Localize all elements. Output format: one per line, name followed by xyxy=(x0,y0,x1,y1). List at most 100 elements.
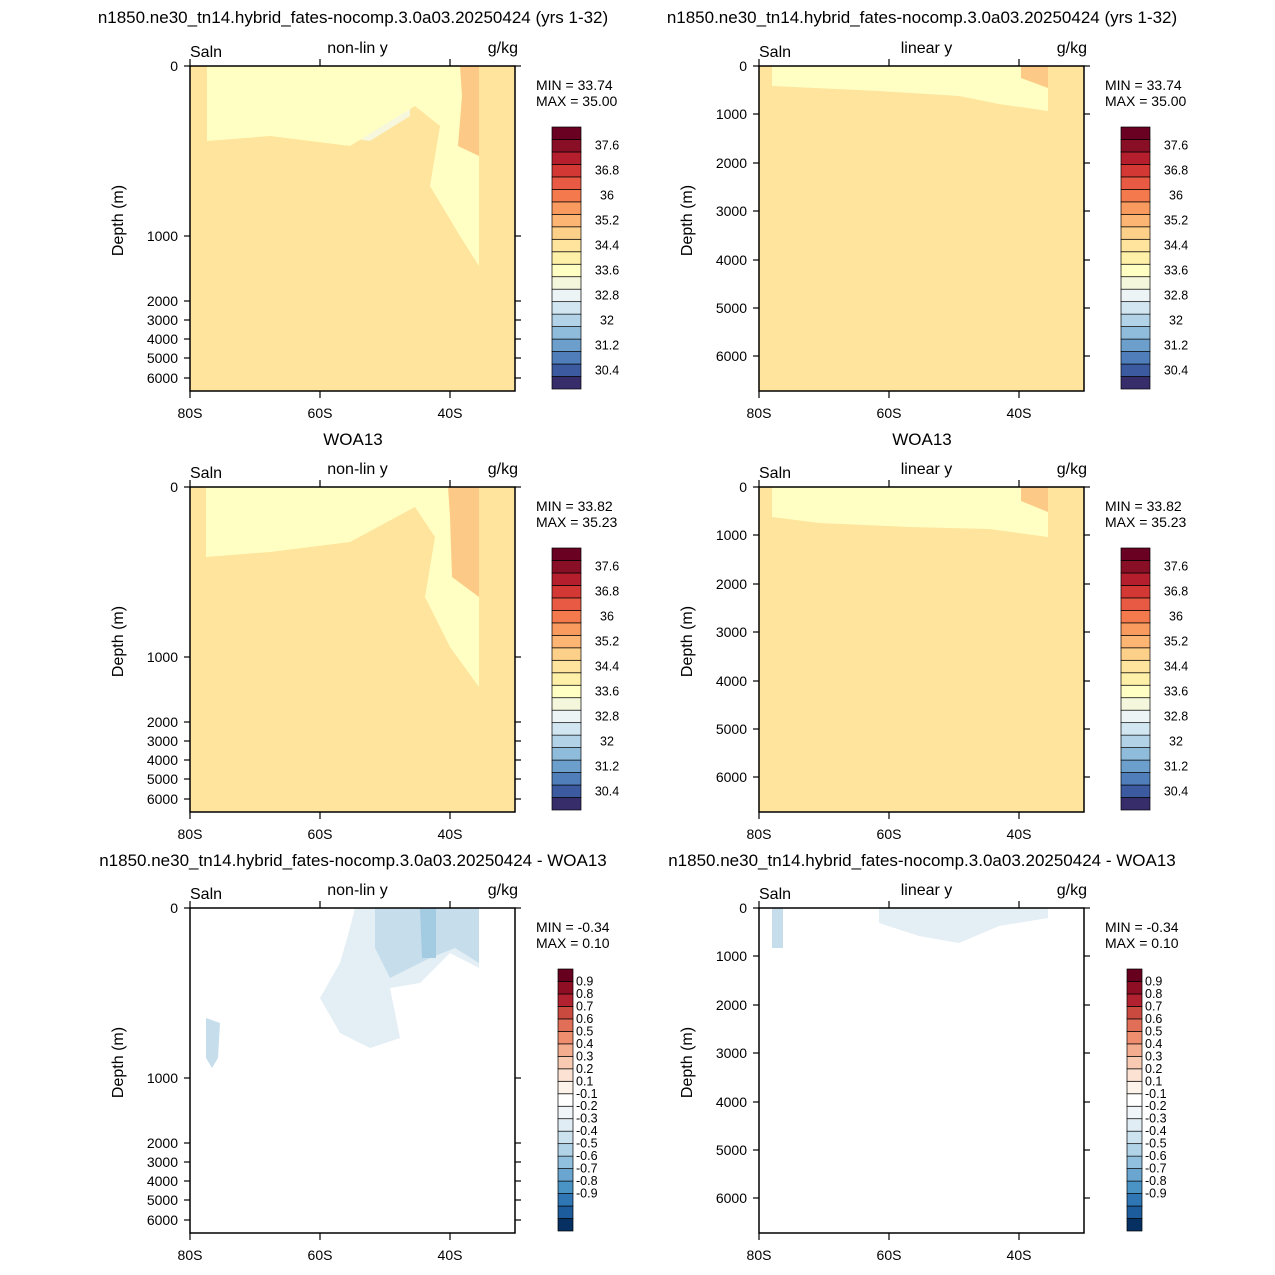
colorbar-label: 34.4 xyxy=(1164,239,1188,253)
colorbar-box xyxy=(1126,1080,1143,1095)
colorbar-box xyxy=(551,684,582,699)
max-label: MAX = 35.23 xyxy=(1105,514,1187,530)
ytick-label: 5000 xyxy=(716,300,747,316)
colorbar-label: 31.2 xyxy=(1164,759,1188,773)
colorbar-box xyxy=(1120,672,1151,686)
ytick-label: 3000 xyxy=(716,624,747,640)
colorbar-box xyxy=(1126,1143,1143,1157)
min-label: MIN = 33.82 xyxy=(1105,498,1182,514)
colorbar-box xyxy=(557,1155,574,1169)
colorbar-box xyxy=(1120,276,1151,290)
min-label: MIN = 33.74 xyxy=(536,77,613,93)
colorbar-label: 34.4 xyxy=(595,660,619,674)
ytick-label: 2000 xyxy=(716,997,747,1013)
colorbar-box xyxy=(1120,313,1151,327)
colorbar-label: 0.3 xyxy=(1145,1049,1162,1063)
colorbar-box xyxy=(551,697,582,711)
colorbar-box xyxy=(1120,176,1151,190)
contour-region-2 xyxy=(206,487,479,687)
colorbar-box xyxy=(1120,610,1151,624)
colorbar-label: 33.6 xyxy=(1164,263,1188,277)
colorbar-box xyxy=(557,1031,574,1045)
ytick-label: 0 xyxy=(739,479,747,495)
ytick-label: 4000 xyxy=(716,1094,747,1110)
colorbar-box xyxy=(551,772,582,786)
colorbar-label: 36 xyxy=(1169,610,1183,624)
xtick-label: 40S xyxy=(438,405,463,421)
ylabel: Depth (m) xyxy=(679,1027,696,1098)
variable-label: Saln xyxy=(190,465,222,482)
ytick-label: 0 xyxy=(739,58,747,74)
colorbar-label: 0.2 xyxy=(576,1062,593,1076)
colorbar-box xyxy=(551,709,582,724)
ytick-label: 1000 xyxy=(716,527,747,543)
colorbar-box xyxy=(551,288,582,303)
colorbar-label: 31.2 xyxy=(595,759,619,773)
colorbar-box xyxy=(551,301,582,315)
yaxis-mode-label: non-lin y xyxy=(327,882,387,899)
contour-region-3 xyxy=(458,66,479,156)
colorbar-label: 0.4 xyxy=(576,1037,593,1051)
colorbar-box xyxy=(551,226,582,240)
colorbar-box xyxy=(551,376,582,390)
ylabel: Depth (m) xyxy=(110,1027,127,1098)
contour-region-2 xyxy=(772,908,783,948)
colorbar-label: 35.2 xyxy=(1164,214,1188,228)
colorbar-box xyxy=(1120,659,1151,674)
colorbar-box xyxy=(1120,747,1151,761)
colorbar-box xyxy=(551,672,582,686)
colorbar-box xyxy=(557,1006,574,1020)
title-top-right: n1850.ne30_tn14.hybrid_fates-nocomp.3.0a… xyxy=(667,8,1177,27)
colorbar-label: 32 xyxy=(600,734,614,748)
contour-region-3 xyxy=(420,908,436,958)
colorbar-box xyxy=(557,1218,574,1232)
colorbar-label: 30.4 xyxy=(595,363,619,377)
units-label: g/kg xyxy=(1057,461,1087,478)
colorbar-label: 37.6 xyxy=(1164,560,1188,574)
colorbar-box xyxy=(551,176,582,190)
colorbar-box xyxy=(557,1055,574,1070)
colorbar-box xyxy=(551,189,582,203)
colorbar: 0.90.80.70.60.50.40.30.20.1-0.1-0.2-0.3-… xyxy=(557,968,598,1232)
colorbar-box xyxy=(1126,1205,1143,1219)
ytick-label: 2000 xyxy=(147,714,178,730)
ytick-label: 4000 xyxy=(147,752,178,768)
colorbar-box xyxy=(551,201,582,215)
colorbar-label: 35.2 xyxy=(1164,635,1188,649)
colorbar-label: -0.7 xyxy=(576,1162,598,1176)
panel-diff-linear: 0 1000 2000 3000 4000 5000 6000 80S 60S 40S Saln li… xyxy=(679,882,1179,1263)
colorbar-box xyxy=(1120,560,1151,574)
colorbar-label: 36 xyxy=(1169,189,1183,203)
colorbar-label: 34.4 xyxy=(595,239,619,253)
colorbar-label: -0.6 xyxy=(1145,1149,1167,1163)
colorbar-label: 0.2 xyxy=(1145,1062,1162,1076)
colorbar: 37.6 36.8 36 35.2 34.4 33.6 32.8 32 31.2 30.4 xyxy=(1120,547,1188,811)
xtick-label: 40S xyxy=(1007,405,1032,421)
colorbar-box xyxy=(1120,213,1151,228)
colorbar-box xyxy=(1120,759,1151,773)
ytick-label: 6000 xyxy=(716,348,747,364)
colorbar-box xyxy=(1126,1031,1143,1045)
panel-obs-nonlinear: 0 1000 2000 3000 4000 5000 6000 80S 60S 40S Saln no… xyxy=(110,461,619,842)
colorbar-label: 35.2 xyxy=(595,214,619,228)
xtick-label: 80S xyxy=(178,405,203,421)
colorbar-label: -0.5 xyxy=(576,1137,598,1151)
contour-region-2 xyxy=(1021,487,1048,512)
colorbar-box xyxy=(1120,301,1151,315)
colorbar-box xyxy=(557,1205,574,1219)
ytick-label: 0 xyxy=(739,900,747,916)
colorbar-label: 30.4 xyxy=(1164,363,1188,377)
colorbar-label: 32.8 xyxy=(1164,288,1188,302)
colorbar-label: 0.7 xyxy=(1145,999,1162,1013)
min-label: MIN = -0.34 xyxy=(536,919,610,935)
ytick-label: 0 xyxy=(170,479,178,495)
panel-model-nonlinear: 0 1000 2000 3000 4000 5000 6000 80S 60S 40S Saln no… xyxy=(110,40,619,421)
colorbar-box xyxy=(551,547,582,561)
colorbar-box xyxy=(551,251,582,265)
xtick-label: 60S xyxy=(877,826,902,842)
colorbar-box xyxy=(1126,1105,1143,1120)
colorbar-box xyxy=(1120,597,1151,611)
ytick-label: 3000 xyxy=(147,312,178,328)
field-background xyxy=(759,908,1084,1233)
